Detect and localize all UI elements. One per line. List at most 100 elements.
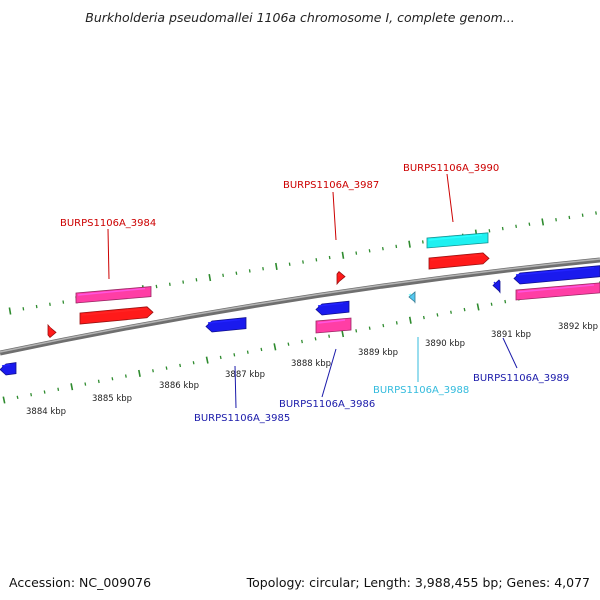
outer-ring-minor-tick xyxy=(315,258,318,262)
outer-ring-minor-tick xyxy=(288,262,291,266)
genome-stats-text: Topology: circular; Length: 3,988,455 bp… xyxy=(246,575,590,590)
inner-ring-minor-tick xyxy=(382,323,385,328)
gene-bp3986-pink[interactable] xyxy=(315,317,352,334)
scale-label-3890: 3890 kbp xyxy=(425,339,465,349)
inner-ring-minor-tick xyxy=(301,339,303,344)
outer-ring-minor-tick xyxy=(182,280,185,284)
inner-ring-minor-tick xyxy=(395,321,398,325)
inner-ring-minor-tick xyxy=(422,315,425,320)
gene-bp3985-highlight xyxy=(207,318,241,324)
outer-ring-minor-tick xyxy=(302,260,304,264)
inner-ring-major-tick xyxy=(341,329,345,338)
outer-ring-minor-tick xyxy=(168,282,171,287)
outer-ring-minor-tick xyxy=(222,273,225,278)
outer-ring-minor-tick xyxy=(35,304,38,309)
inner-ring-major-tick xyxy=(70,383,74,391)
scale-label-3888: 3888 kbp xyxy=(291,359,331,369)
gene-label-bp3984[interactable]: BURPS1106A_3984 xyxy=(60,218,156,229)
gene-bp3986-pink-highlight xyxy=(317,319,346,324)
inner-ring-minor-tick xyxy=(30,392,33,397)
scale-label-3884: 3884 kbp xyxy=(26,407,66,417)
inner-ring-minor-tick xyxy=(179,363,182,368)
gene-label-bp3986[interactable]: BURPS1106A_3986 xyxy=(279,399,375,410)
gene-right-pink[interactable] xyxy=(515,282,600,301)
inner-ring-major-tick xyxy=(273,343,277,351)
inner-ring-minor-tick xyxy=(504,299,507,304)
scale-label-3885: 3885 kbp xyxy=(92,394,132,404)
inner-ring-minor-tick xyxy=(260,347,263,352)
outer-ring-minor-tick xyxy=(555,217,557,222)
inner-ring-minor-tick xyxy=(368,326,371,330)
inner-ring-minor-tick xyxy=(450,310,452,314)
inner-ring-major-tick xyxy=(138,369,141,377)
gene-label-bp3987[interactable]: BURPS1106A_3987 xyxy=(283,180,379,191)
label-leaders xyxy=(107,173,518,409)
inner-ring-minor-tick xyxy=(287,342,290,346)
gene-bp3988-highlight xyxy=(408,293,412,296)
outer-ring-minor-tick xyxy=(568,215,571,220)
inner-ring-minor-tick xyxy=(111,377,114,381)
inner-ring-major-tick xyxy=(205,356,209,364)
inner-ring-minor-tick xyxy=(355,329,358,333)
gene-small-red[interactable] xyxy=(47,323,57,338)
inner-ring-minor-tick xyxy=(328,334,331,338)
outer-ring-minor-tick xyxy=(155,284,158,289)
inner-ring-minor-tick xyxy=(124,374,127,378)
outer-ring-major-tick xyxy=(275,262,278,271)
inner-ring-minor-tick xyxy=(97,379,100,384)
scale-label-3886: 3886 kbp xyxy=(159,381,199,391)
inner-ring-minor-tick xyxy=(233,353,236,357)
gene-bp3984-red[interactable] xyxy=(79,306,154,325)
gene-features xyxy=(0,232,600,376)
gene-bp3989-highlight xyxy=(493,281,496,284)
outer-ring-minor-tick xyxy=(581,213,584,217)
gene-bp3989[interactable] xyxy=(492,279,501,294)
scale-label-3887: 3887 kbp xyxy=(225,370,265,380)
gene-bp3990-cyan[interactable] xyxy=(426,232,489,249)
gene-label-bp3988[interactable]: BURPS1106A_3988 xyxy=(373,385,469,396)
gene-bp3986-blue-highlight xyxy=(317,302,344,307)
gene-bp3986-blue[interactable] xyxy=(315,300,350,316)
inner-ring-major-tick xyxy=(476,303,480,311)
outer-ring-minor-tick xyxy=(195,278,198,282)
outer-ring-major-tick xyxy=(541,218,545,226)
outer-ring-minor-tick xyxy=(262,266,264,271)
scale-label-3891: 3891 kbp xyxy=(491,330,531,340)
inner-ring-minor-tick xyxy=(436,313,439,317)
gene-label-bp3985[interactable]: BURPS1106A_3985 xyxy=(194,413,290,424)
scale-labels: 3884 kbp 3885 kbp 3886 kbp 3887 kbp 3888… xyxy=(26,322,598,417)
inner-ring-minor-tick xyxy=(16,395,19,400)
gene-bp3988[interactable] xyxy=(408,291,416,304)
gene-right-blue-highlight xyxy=(515,267,595,276)
gene-label-bp3989[interactable]: BURPS1106A_3989 xyxy=(473,373,569,384)
gene-bp3985[interactable] xyxy=(205,317,247,333)
gene-bp3990-red[interactable] xyxy=(428,252,490,270)
gene-bp3984-pink[interactable] xyxy=(75,286,152,304)
inner-ring-minor-tick xyxy=(192,361,195,365)
inner-ring-minor-tick xyxy=(463,307,466,312)
outer-ring-minor-tick xyxy=(22,307,25,311)
gene-right-blue[interactable] xyxy=(513,265,600,285)
outer-ring-minor-tick xyxy=(235,271,238,275)
gene-labels: BURPS1106A_3984 BURPS1106A_3987 BURPS110… xyxy=(60,163,569,424)
gene-left-edge-blue[interactable] xyxy=(0,362,17,376)
outer-ring-major-tick xyxy=(208,273,212,282)
gene-bp3987[interactable] xyxy=(336,271,346,286)
inner-ring-minor-tick xyxy=(490,302,493,306)
inner-ring-major-tick xyxy=(2,396,6,404)
inner-ring-minor-tick xyxy=(165,366,168,370)
gene-right-pink-highlight xyxy=(517,284,595,293)
inner-ring-minor-tick xyxy=(152,369,154,373)
outer-ring-minor-tick xyxy=(515,224,518,229)
gene-bp3984-pink-highlight xyxy=(77,287,146,296)
inner-ring-minor-tick xyxy=(246,350,249,354)
outer-ring-minor-tick xyxy=(488,229,491,233)
outer-ring-minor-tick xyxy=(528,222,531,226)
outer-ring-major-tick xyxy=(8,307,12,315)
outer-ring-minor-tick xyxy=(355,251,358,255)
gene-label-bp3990[interactable]: BURPS1106A_3990 xyxy=(403,163,499,174)
outer-ring-minor-tick xyxy=(248,269,251,273)
outer-ring-minor-tick xyxy=(501,226,504,231)
genome-backbone xyxy=(0,257,600,356)
